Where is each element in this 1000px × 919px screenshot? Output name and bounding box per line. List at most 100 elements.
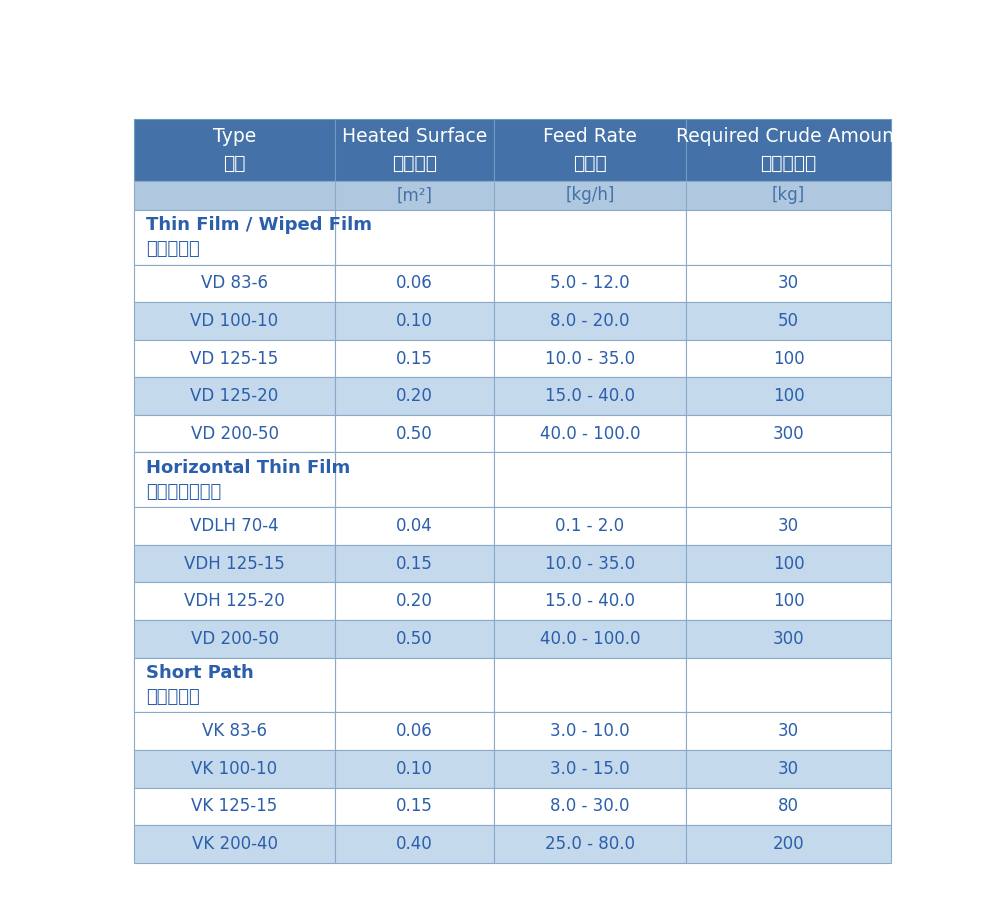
Text: Short Path: Short Path bbox=[146, 664, 254, 682]
Text: 40.0 - 100.0: 40.0 - 100.0 bbox=[540, 425, 640, 443]
Bar bbox=[686, 545, 891, 583]
Bar bbox=[686, 507, 891, 545]
Text: 15.0 - 40.0: 15.0 - 40.0 bbox=[545, 592, 635, 610]
Bar bbox=[335, 414, 494, 452]
Text: 0.10: 0.10 bbox=[396, 760, 433, 777]
Text: 25.0 - 80.0: 25.0 - 80.0 bbox=[545, 835, 635, 853]
Text: 30: 30 bbox=[778, 760, 799, 777]
Text: VK 200-40: VK 200-40 bbox=[192, 835, 278, 853]
Bar bbox=[494, 265, 686, 302]
Bar bbox=[494, 712, 686, 750]
Bar bbox=[335, 452, 494, 507]
Bar bbox=[134, 414, 335, 452]
Bar bbox=[494, 825, 686, 863]
Bar bbox=[686, 658, 891, 712]
Bar bbox=[494, 181, 686, 210]
Text: 0.04: 0.04 bbox=[396, 517, 433, 535]
Text: VD 100-10: VD 100-10 bbox=[190, 312, 279, 330]
Text: Feed Rate: Feed Rate bbox=[543, 127, 637, 146]
Text: 100: 100 bbox=[773, 387, 804, 405]
Text: [m²]: [m²] bbox=[396, 187, 432, 204]
Text: 0.20: 0.20 bbox=[396, 592, 433, 610]
Text: VK 100-10: VK 100-10 bbox=[191, 760, 278, 777]
Bar bbox=[335, 788, 494, 825]
Bar bbox=[686, 302, 891, 340]
Bar bbox=[686, 620, 891, 658]
Text: 0.40: 0.40 bbox=[396, 835, 433, 853]
Bar bbox=[134, 788, 335, 825]
Bar bbox=[335, 507, 494, 545]
Bar bbox=[134, 452, 335, 507]
Bar bbox=[686, 378, 891, 414]
Text: 0.1 - 2.0: 0.1 - 2.0 bbox=[555, 517, 625, 535]
Text: 300: 300 bbox=[773, 425, 804, 443]
Text: 0.06: 0.06 bbox=[396, 275, 433, 292]
Bar bbox=[335, 658, 494, 712]
Bar bbox=[494, 340, 686, 378]
Bar bbox=[494, 788, 686, 825]
Text: 0.50: 0.50 bbox=[396, 630, 433, 648]
Bar bbox=[335, 119, 494, 181]
Bar bbox=[494, 583, 686, 620]
Bar bbox=[335, 712, 494, 750]
Bar bbox=[494, 378, 686, 414]
Bar bbox=[134, 750, 335, 788]
Text: 0.15: 0.15 bbox=[396, 349, 433, 368]
Bar bbox=[134, 658, 335, 712]
Bar bbox=[686, 825, 891, 863]
Bar bbox=[134, 302, 335, 340]
Text: 30: 30 bbox=[778, 275, 799, 292]
Text: [kg/h]: [kg/h] bbox=[565, 187, 615, 204]
Bar bbox=[134, 265, 335, 302]
Text: VD 125-20: VD 125-20 bbox=[190, 387, 279, 405]
Bar bbox=[335, 340, 494, 378]
Bar bbox=[335, 620, 494, 658]
Bar bbox=[335, 181, 494, 210]
Bar bbox=[134, 507, 335, 545]
Bar bbox=[686, 788, 891, 825]
Text: VD 83-6: VD 83-6 bbox=[201, 275, 268, 292]
Text: 40.0 - 100.0: 40.0 - 100.0 bbox=[540, 630, 640, 648]
Text: 0.10: 0.10 bbox=[396, 312, 433, 330]
Bar bbox=[335, 378, 494, 414]
Text: 0.06: 0.06 bbox=[396, 722, 433, 741]
Bar bbox=[134, 378, 335, 414]
Text: Required Crude Amount: Required Crude Amount bbox=[676, 127, 901, 146]
Text: VD 200-50: VD 200-50 bbox=[191, 425, 279, 443]
Text: 100: 100 bbox=[773, 592, 804, 610]
Bar bbox=[494, 507, 686, 545]
Bar bbox=[134, 181, 335, 210]
Text: 薄膜蒸发器: 薄膜蒸发器 bbox=[146, 240, 200, 258]
Bar bbox=[494, 414, 686, 452]
Text: VDH 125-15: VDH 125-15 bbox=[184, 555, 285, 573]
Bar bbox=[134, 210, 335, 265]
Text: 3.0 - 10.0: 3.0 - 10.0 bbox=[550, 722, 630, 741]
Bar bbox=[134, 452, 335, 507]
Bar bbox=[686, 210, 891, 265]
Bar bbox=[134, 583, 335, 620]
Text: VDH 125-20: VDH 125-20 bbox=[184, 592, 285, 610]
Bar bbox=[494, 119, 686, 181]
Text: 100: 100 bbox=[773, 349, 804, 368]
Text: 0.15: 0.15 bbox=[396, 798, 433, 815]
Text: 型号: 型号 bbox=[223, 154, 246, 173]
Bar bbox=[686, 750, 891, 788]
Bar bbox=[494, 750, 686, 788]
Text: VD 200-50: VD 200-50 bbox=[191, 630, 279, 648]
Text: 100: 100 bbox=[773, 555, 804, 573]
Text: VK 83-6: VK 83-6 bbox=[202, 722, 267, 741]
Text: 3.0 - 15.0: 3.0 - 15.0 bbox=[550, 760, 630, 777]
Text: 进料量: 进料量 bbox=[573, 154, 607, 173]
Text: VD 125-15: VD 125-15 bbox=[190, 349, 279, 368]
Text: 80: 80 bbox=[778, 798, 799, 815]
Bar bbox=[494, 545, 686, 583]
Bar bbox=[686, 265, 891, 302]
Text: 8.0 - 30.0: 8.0 - 30.0 bbox=[550, 798, 630, 815]
Bar bbox=[335, 750, 494, 788]
Text: 10.0 - 35.0: 10.0 - 35.0 bbox=[545, 349, 635, 368]
Bar bbox=[494, 210, 686, 265]
Bar bbox=[686, 414, 891, 452]
Text: 200: 200 bbox=[773, 835, 804, 853]
Text: Thin Film / Wiped Film: Thin Film / Wiped Film bbox=[146, 216, 372, 234]
Text: 加热面积: 加热面积 bbox=[392, 154, 437, 173]
